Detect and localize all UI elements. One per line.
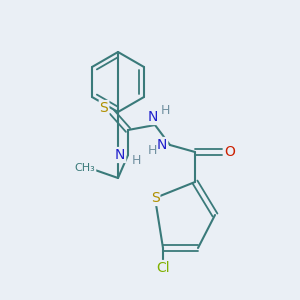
- Text: H: H: [131, 154, 141, 167]
- Text: S: S: [151, 191, 159, 205]
- Text: CH₃: CH₃: [75, 163, 95, 173]
- Text: H: H: [147, 145, 157, 158]
- Text: H: H: [160, 104, 170, 118]
- Text: S: S: [100, 101, 108, 115]
- Text: O: O: [225, 145, 236, 159]
- Text: N: N: [115, 148, 125, 162]
- Text: N: N: [157, 138, 167, 152]
- Text: Cl: Cl: [156, 261, 170, 275]
- Text: N: N: [148, 110, 158, 124]
